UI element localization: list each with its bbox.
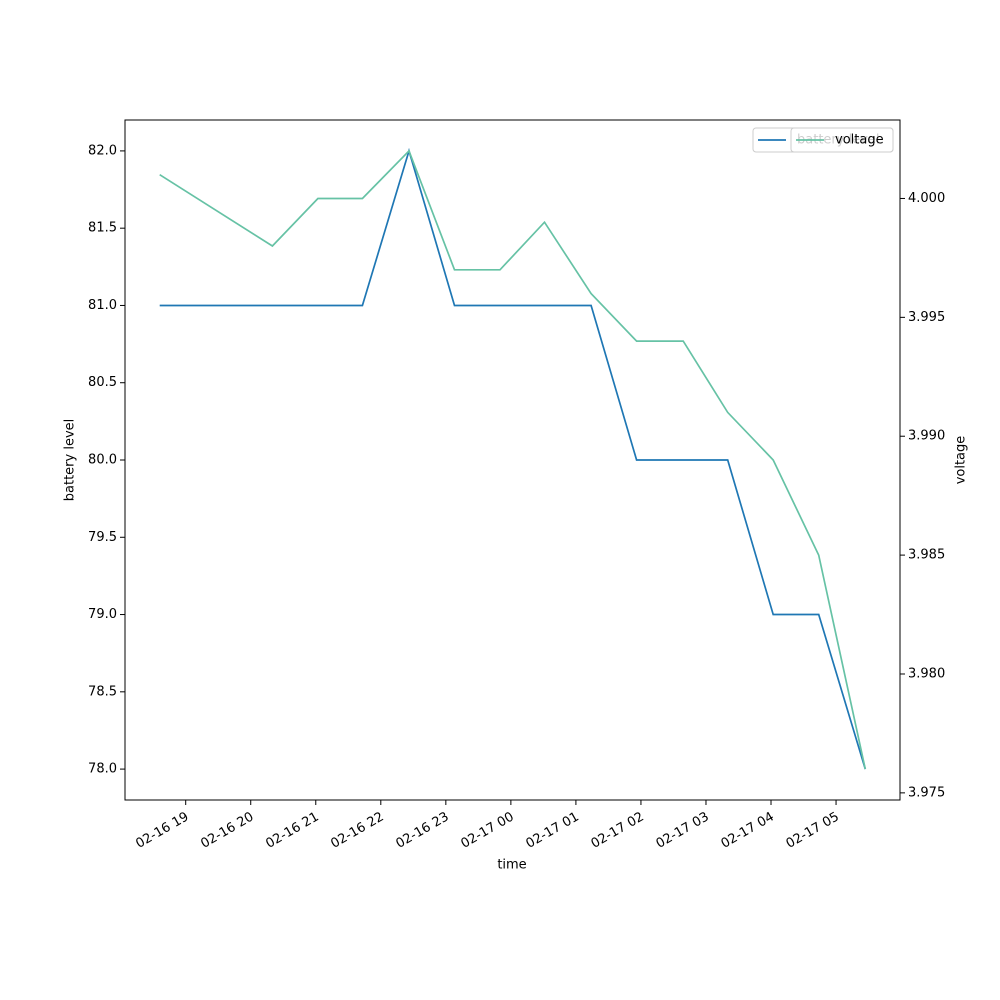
line-series (159, 149, 867, 770)
plot-frame (124, 119, 901, 801)
y-axis-label: battery level (63, 419, 78, 502)
x-tick-label: 02-17 03 (654, 810, 712, 852)
x-axis-label: time (497, 858, 526, 873)
y2-axis-label: voltage (954, 436, 969, 485)
y2-tick-label: 3.975 (908, 785, 945, 800)
x-tick-label: 02-17 04 (719, 810, 777, 852)
y-tick-label: 78.0 (88, 762, 117, 777)
x-tick-label: 02-17 01 (524, 810, 582, 852)
x-tick-label: 02-16 21 (263, 810, 321, 852)
x-tick-label: 02-17 05 (784, 810, 842, 852)
y-tick-label: 79.5 (88, 530, 117, 545)
y2-tick-label: 3.990 (908, 429, 945, 444)
line-series (159, 147, 867, 770)
y-tick-label: 81.5 (88, 221, 117, 236)
x-tick-label: 02-16 22 (328, 810, 386, 852)
x-tick-label: 02-17 00 (459, 810, 517, 852)
y-tick-label: 80.0 (88, 453, 117, 468)
legend-box (790, 127, 894, 153)
y-tick-label: 78.5 (88, 684, 117, 699)
y-tick-label: 79.0 (88, 607, 117, 622)
y-tick-label: 82.0 (88, 143, 117, 158)
y2-tick-label: 3.980 (908, 666, 945, 681)
x-tick-label: 02-16 19 (133, 810, 191, 852)
y2-tick-label: 3.985 (908, 548, 945, 563)
y2-tick-label: 3.995 (908, 310, 945, 325)
x-tick-label: 02-16 20 (198, 810, 256, 852)
x-tick-label: 02-16 23 (393, 810, 451, 852)
legend-label: voltage (835, 133, 884, 148)
y-tick-label: 81.0 (88, 298, 117, 313)
y2-tick-label: 4.000 (908, 191, 945, 206)
y-tick-label: 80.5 (88, 375, 117, 390)
x-tick-label: 02-17 02 (589, 810, 647, 852)
